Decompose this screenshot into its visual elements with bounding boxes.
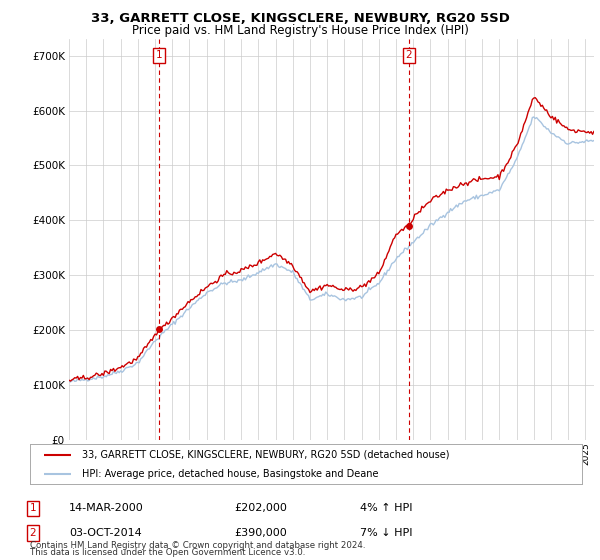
Text: £202,000: £202,000 xyxy=(234,503,287,514)
Text: £390,000: £390,000 xyxy=(234,528,287,538)
Text: 14-MAR-2000: 14-MAR-2000 xyxy=(69,503,144,514)
Text: 7% ↓ HPI: 7% ↓ HPI xyxy=(360,528,413,538)
Text: 2: 2 xyxy=(29,528,37,538)
Text: 1: 1 xyxy=(155,50,162,60)
Text: Price paid vs. HM Land Registry's House Price Index (HPI): Price paid vs. HM Land Registry's House … xyxy=(131,24,469,37)
Text: 03-OCT-2014: 03-OCT-2014 xyxy=(69,528,142,538)
Text: 2: 2 xyxy=(406,50,412,60)
Text: 4% ↑ HPI: 4% ↑ HPI xyxy=(360,503,413,514)
Text: HPI: Average price, detached house, Basingstoke and Deane: HPI: Average price, detached house, Basi… xyxy=(82,469,379,479)
Text: Contains HM Land Registry data © Crown copyright and database right 2024.: Contains HM Land Registry data © Crown c… xyxy=(30,541,365,550)
Text: This data is licensed under the Open Government Licence v3.0.: This data is licensed under the Open Gov… xyxy=(30,548,305,557)
Text: 33, GARRETT CLOSE, KINGSCLERE, NEWBURY, RG20 5SD (detached house): 33, GARRETT CLOSE, KINGSCLERE, NEWBURY, … xyxy=(82,450,450,460)
Text: 1: 1 xyxy=(29,503,37,514)
Text: 33, GARRETT CLOSE, KINGSCLERE, NEWBURY, RG20 5SD: 33, GARRETT CLOSE, KINGSCLERE, NEWBURY, … xyxy=(91,12,509,25)
